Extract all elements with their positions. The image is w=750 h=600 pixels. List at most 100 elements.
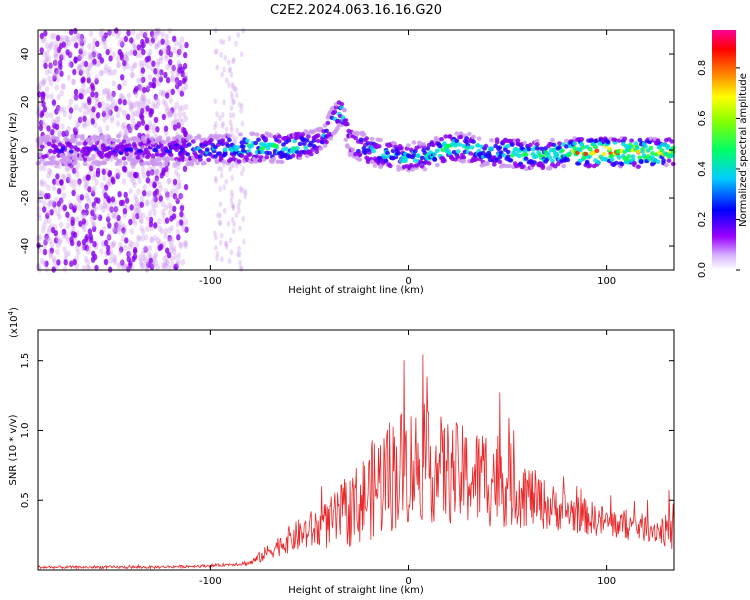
noise-dot: [82, 175, 87, 182]
noise-dot: [68, 201, 73, 208]
ridge-dot: [526, 147, 532, 152]
ridge-dot: [609, 157, 615, 162]
noise-dot: [215, 48, 219, 55]
ridge-dot: [471, 139, 476, 144]
noise-dot: [122, 99, 127, 106]
noise-dot: [110, 103, 115, 110]
ridge-dot: [634, 145, 640, 151]
noise-dot: [167, 234, 172, 242]
ridge-dot: [419, 155, 425, 160]
ridge-dot: [328, 136, 333, 141]
noise-dot: [106, 88, 112, 96]
noise-dot: [69, 61, 74, 68]
ridge-dot: [99, 150, 105, 156]
noise-dot: [168, 209, 173, 216]
noise-dot: [155, 61, 160, 68]
noise-dot: [131, 62, 137, 69]
noise-dot: [60, 51, 65, 59]
noise-dot: [42, 206, 47, 213]
noise-dot: [219, 38, 223, 45]
noise-dot: [79, 194, 85, 201]
noise-dot: [94, 91, 99, 99]
snr-y-axis-label: SNR (10 * v/v): [8, 414, 19, 485]
noise-dot: [100, 33, 106, 40]
ridge-dot: [295, 146, 300, 151]
noise-dot: [154, 169, 159, 176]
noise-dot: [172, 245, 177, 252]
noise-dot: [86, 86, 91, 94]
snr-x-axis-label: Height of straight line (km): [288, 585, 424, 596]
x-tick-label: 100: [597, 576, 616, 587]
noise-dot: [108, 104, 114, 111]
noise-dot: [146, 261, 151, 269]
noise-dot: [110, 196, 116, 203]
noise-dot: [42, 106, 48, 113]
noise-dot: [143, 256, 148, 264]
noise-dot: [141, 98, 146, 105]
noise-dot: [51, 72, 57, 80]
x-tick-label: -100: [199, 276, 222, 287]
ridge-dot: [276, 134, 282, 139]
noise-dot: [158, 49, 164, 56]
noise-dot: [167, 109, 172, 117]
noise-dot: [124, 237, 129, 244]
noise-dot: [120, 259, 125, 266]
noise-dot: [74, 42, 79, 49]
ridge-dot: [73, 160, 78, 165]
noise-dot: [229, 90, 234, 97]
ridge-dot: [546, 151, 551, 156]
noise-dot: [159, 227, 164, 235]
noise-dot: [39, 32, 45, 40]
noise-dot: [49, 40, 54, 47]
noise-dot: [76, 32, 81, 39]
noise-dot: [160, 31, 165, 38]
noise-dot: [83, 103, 88, 111]
noise-dot: [167, 27, 173, 34]
noise-dot: [236, 31, 240, 38]
noise-dot: [180, 36, 185, 43]
noise-dot: [91, 174, 97, 181]
noise-dot: [68, 177, 73, 184]
noise-dot: [139, 225, 144, 232]
noise-dot: [78, 69, 84, 76]
noise-dot: [163, 260, 168, 268]
noise-dot: [138, 102, 143, 109]
noise-dot: [73, 27, 78, 35]
noise-dot: [105, 106, 111, 113]
noise-dot: [87, 105, 92, 112]
noise-dot: [39, 191, 44, 199]
ridge-dot: [290, 153, 296, 158]
ridge-dot: [655, 159, 661, 164]
noise-dot: [170, 76, 175, 83]
ridge-dot: [376, 144, 382, 149]
noise-dot: [146, 170, 151, 177]
noise-dot: [170, 75, 176, 82]
noise-dot: [78, 106, 83, 113]
ridge-dot: [422, 167, 428, 172]
noise-dot: [90, 190, 96, 197]
noise-dot: [48, 42, 53, 49]
noise-dot: [149, 123, 154, 131]
noise-dot: [53, 59, 58, 66]
snr-y-ticks: 0.5 1.0 1.5: [20, 353, 674, 508]
noise-dot: [55, 173, 60, 180]
noise-dot: [144, 37, 150, 44]
ridge-dot: [583, 151, 589, 157]
ridge-dot: [605, 139, 611, 145]
ridge-dot: [168, 152, 174, 158]
ridge-dot: [240, 148, 246, 153]
noise-dot: [76, 249, 81, 256]
noise-dot: [88, 30, 94, 38]
ridge-dot: [264, 155, 270, 160]
noise-dot: [228, 66, 233, 73]
noise-dot: [101, 110, 107, 118]
noise-dot: [129, 104, 135, 111]
noise-dot: [131, 141, 137, 148]
noise-dot: [137, 84, 142, 91]
noise-dot: [105, 124, 110, 132]
noise-dot: [124, 197, 130, 204]
noise-dot: [145, 191, 150, 198]
noise-dot: [115, 168, 120, 175]
noise-dot: [145, 199, 150, 206]
ridge-dot: [584, 159, 590, 165]
